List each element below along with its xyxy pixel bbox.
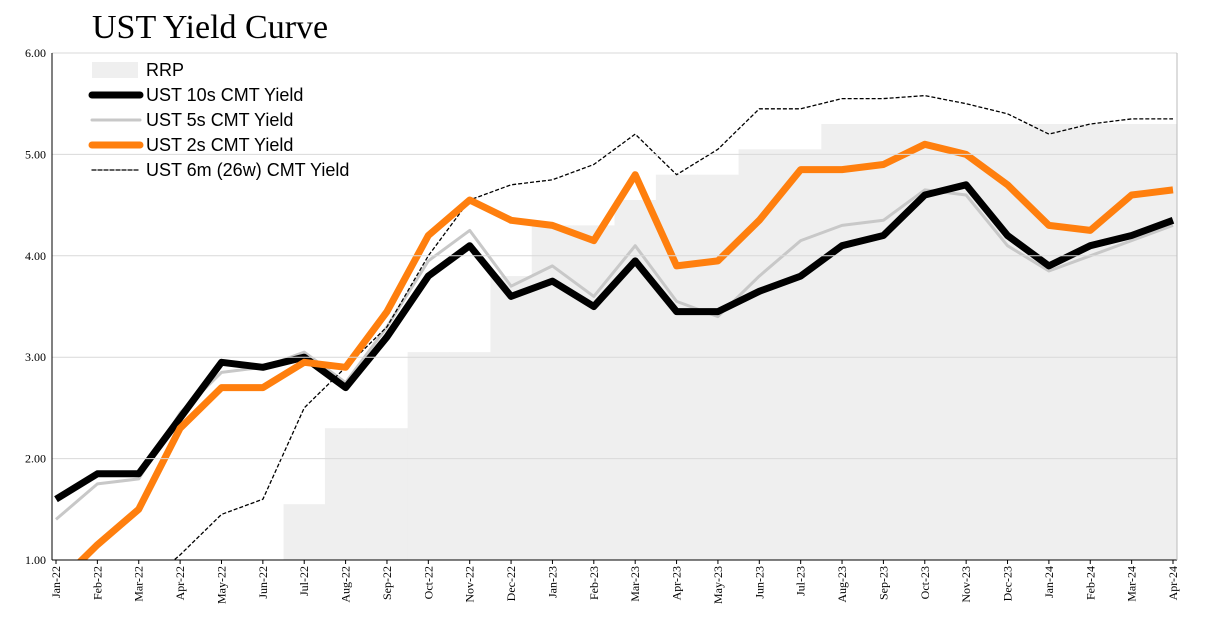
area-step (614, 200, 657, 560)
x-tick-label: Dec-22 (504, 566, 518, 601)
x-tick-label: Jul-23 (794, 566, 808, 596)
x-tick-label: Apr-22 (173, 566, 187, 600)
x-tick-label: Feb-23 (587, 566, 601, 600)
y-tick-label: 4.00 (25, 249, 46, 263)
plot-area (54, 94, 1177, 560)
y-tick-label: 6.00 (25, 46, 46, 60)
y-tick-label: 1.00 (25, 553, 46, 567)
area-step (283, 504, 326, 560)
area-step (738, 149, 781, 560)
x-tick-label: Jun-22 (256, 566, 270, 599)
series-line (76, 140, 1174, 560)
x-tick-label: Jan-24 (1042, 566, 1056, 598)
y-tick-label: 5.00 (25, 147, 46, 161)
x-tick-label: Mar-23 (628, 566, 642, 602)
series-line (55, 188, 1174, 521)
area-step (1110, 123, 1153, 560)
legend-label: UST 10s CMT Yield (146, 85, 303, 105)
series-line (173, 94, 1173, 560)
x-tick-label: Nov-23 (959, 566, 973, 603)
area-step (1152, 123, 1177, 560)
area-step (1028, 123, 1071, 560)
x-tick-label: Mar-22 (132, 566, 146, 602)
area-step (862, 123, 905, 560)
x-tick-label: Jul-22 (297, 566, 311, 596)
legend-label: UST 2s CMT Yield (146, 135, 293, 155)
x-tick-label: Jun-23 (752, 566, 766, 599)
y-tick-label: 2.00 (25, 452, 46, 466)
area-step (449, 352, 491, 560)
legend-label: UST 5s CMT Yield (146, 110, 293, 130)
x-tick-label: Feb-22 (90, 566, 104, 600)
y-tick-label: 3.00 (25, 350, 46, 364)
x-tick-label: Dec-23 (1001, 566, 1015, 601)
x-tick-label: Oct-22 (421, 566, 435, 599)
x-tick-label: Sep-22 (380, 566, 394, 600)
legend-label: UST 6m (26w) CMT Yield (146, 160, 349, 180)
x-tick-label: Jan-22 (49, 566, 63, 598)
x-tick-label: Apr-24 (1166, 566, 1180, 600)
area-step (1069, 123, 1112, 560)
x-tick-label: Feb-24 (1083, 566, 1097, 600)
x-tick-label: Sep-23 (876, 566, 890, 600)
x-tick-label: Jan-23 (545, 566, 559, 598)
chart-title: UST Yield Curve (92, 9, 328, 46)
area-step (697, 174, 740, 560)
x-tick-label: Aug-22 (339, 566, 353, 603)
legend-label: RRP (146, 60, 184, 80)
series-line (54, 181, 1175, 503)
x-tick-label: Aug-23 (835, 566, 849, 603)
x-tick-label: Nov-22 (463, 566, 477, 603)
x-tick-label: May-22 (214, 566, 228, 604)
x-tick-label: May-23 (711, 566, 725, 604)
area-step (407, 352, 450, 560)
area-step (821, 123, 864, 560)
area-step (490, 276, 533, 560)
area-step (324, 428, 367, 560)
area-step (366, 428, 409, 560)
x-tick-label: Oct-23 (918, 566, 932, 599)
area-step (573, 225, 615, 560)
x-tick-label: Apr-23 (670, 566, 684, 600)
legend-swatch (92, 62, 138, 78)
x-tick-label: Mar-24 (1125, 566, 1139, 602)
area-step (779, 149, 822, 560)
